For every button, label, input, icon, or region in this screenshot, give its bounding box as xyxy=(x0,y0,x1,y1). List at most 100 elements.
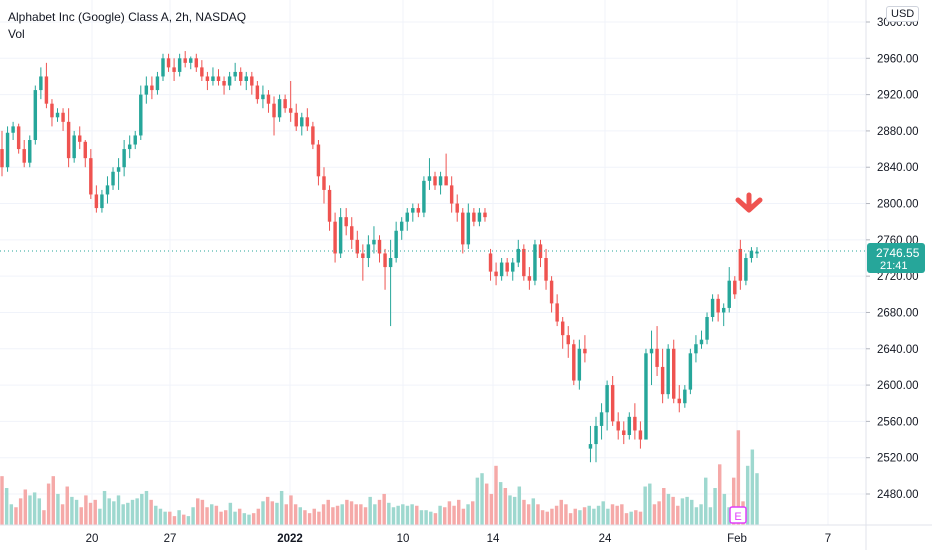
down-arrow-icon xyxy=(735,192,763,213)
candle-body xyxy=(300,117,304,127)
candle-body xyxy=(61,112,65,122)
candle-up xyxy=(599,403,604,440)
candle-down xyxy=(77,126,82,150)
candle-body xyxy=(333,221,337,254)
candle-down xyxy=(505,258,509,277)
volume-bar xyxy=(233,511,237,525)
volume-bar xyxy=(582,507,587,525)
volume-bar xyxy=(480,473,484,525)
candle-up xyxy=(533,239,537,286)
candle-up xyxy=(28,135,32,168)
volume-bar xyxy=(116,495,121,525)
candle-body xyxy=(555,303,559,322)
candle-up xyxy=(338,208,343,258)
volume-bar xyxy=(494,465,498,525)
volume-bar xyxy=(457,499,461,525)
candle-down xyxy=(560,317,565,349)
volume-bar xyxy=(424,510,428,525)
candle-up xyxy=(394,221,398,263)
volume-bar xyxy=(610,504,615,525)
candle-body xyxy=(100,194,104,209)
volume-bar xyxy=(326,499,330,525)
candle-body xyxy=(427,176,432,181)
volume-bar xyxy=(135,498,139,525)
volume-bar xyxy=(447,501,452,525)
candle-down xyxy=(200,60,204,81)
price-tick-label: 2480.00 xyxy=(877,489,919,501)
volume-bar xyxy=(228,502,233,525)
candle-up xyxy=(694,335,698,363)
volume-bar xyxy=(522,499,526,525)
price-axis[interactable]: 2480.00 2520.00 2560.00 2600.00 2640.00 2680.… xyxy=(865,0,919,550)
candle-body xyxy=(327,189,332,222)
volume-bar xyxy=(475,477,480,525)
candle-up xyxy=(744,253,748,286)
candle-down xyxy=(494,262,498,286)
candle-body xyxy=(577,348,582,381)
volume-bar xyxy=(531,498,536,525)
volume-bar xyxy=(722,493,727,525)
candle-body xyxy=(438,176,443,186)
candle-body xyxy=(322,176,326,190)
price-tick-label: 2720.00 xyxy=(877,271,919,283)
candle-body xyxy=(483,212,487,218)
candle-up xyxy=(705,312,709,345)
candle-down xyxy=(322,167,326,204)
candle-down xyxy=(283,94,287,113)
candle-down xyxy=(194,53,199,72)
candle-down xyxy=(660,348,665,404)
volume-bar xyxy=(545,511,549,525)
candle-down xyxy=(311,121,315,150)
volume-bar xyxy=(731,477,736,525)
volume-bar xyxy=(275,502,279,525)
volume-bar xyxy=(261,501,265,525)
candle-body xyxy=(511,262,515,272)
candle-down xyxy=(733,276,737,299)
volume-bar xyxy=(60,504,65,525)
volume-bar xyxy=(219,511,223,525)
volume-bar xyxy=(98,508,102,525)
time-axis[interactable]: 20 27 2022 10 14 24 Feb 7 xyxy=(0,524,932,545)
candle-body xyxy=(466,212,471,245)
currency-label[interactable]: USD xyxy=(886,6,920,22)
volume-bar xyxy=(489,493,494,525)
volume-bar xyxy=(452,505,456,525)
volume-bar xyxy=(144,490,149,525)
candle-body xyxy=(455,203,459,213)
candle-up xyxy=(139,85,143,140)
volume-bar xyxy=(42,510,46,525)
volume-bar xyxy=(694,507,699,525)
candle-body xyxy=(0,149,4,168)
candle-body xyxy=(666,348,670,395)
candle-up xyxy=(155,71,160,95)
candle-body xyxy=(744,258,748,281)
candle-body xyxy=(627,416,632,435)
volume-bar xyxy=(643,486,647,525)
candle-body xyxy=(694,344,698,354)
earnings-marker[interactable]: E xyxy=(729,506,747,524)
candle-down xyxy=(288,81,293,122)
candle-body xyxy=(605,385,609,413)
candle-down xyxy=(183,51,187,68)
symbol-title[interactable]: Alphabet Inc (Google) Class A, 2h, NASDA… xyxy=(8,10,247,24)
candle-down xyxy=(327,185,332,231)
candle-body xyxy=(238,71,243,81)
candle-down xyxy=(655,326,659,376)
candle-up xyxy=(710,294,715,322)
volume-bar xyxy=(32,492,37,525)
volume-bar xyxy=(28,495,32,525)
candle-body xyxy=(139,94,143,136)
candle-down xyxy=(483,208,487,222)
candle-down xyxy=(555,294,559,327)
volume-bar xyxy=(606,508,610,525)
volume-bar xyxy=(51,476,55,525)
volume-indicator-label[interactable]: Vol xyxy=(8,27,25,41)
candle-up xyxy=(683,385,687,408)
candle-up xyxy=(749,247,754,263)
volume-bar xyxy=(498,482,503,525)
volume-bar xyxy=(177,510,181,525)
volume-bar xyxy=(317,511,321,525)
candle-body xyxy=(250,76,254,86)
volume-bar xyxy=(14,507,18,525)
